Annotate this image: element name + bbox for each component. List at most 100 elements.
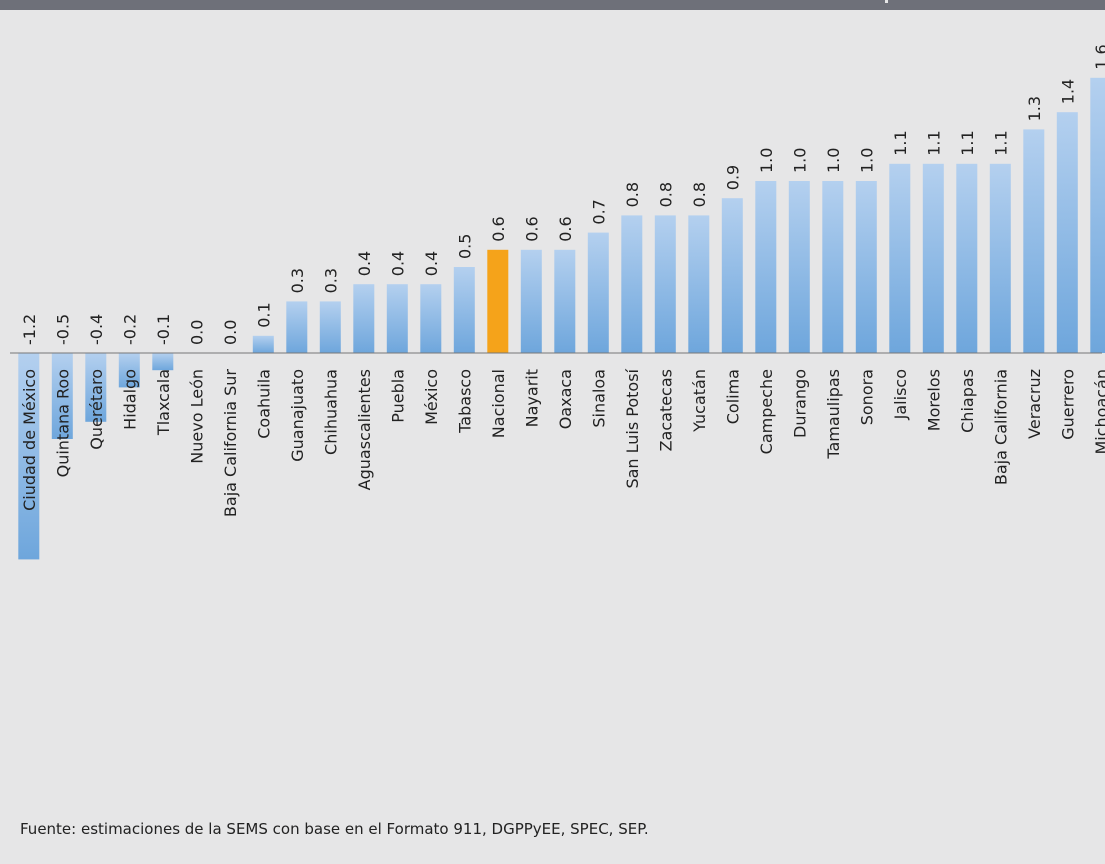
bar-chart: -1.2 -0.5 -0.4 -0.2 -0.1 0.0 0.0 0.1 0.3 0.3 0.4 0.… <box>10 44 1105 560</box>
bar-baja-california <box>989 163 1011 353</box>
category-label: Morelos <box>924 369 943 431</box>
value-label: 0.9 <box>723 165 742 190</box>
bar-aguascalientes <box>353 284 375 353</box>
value-label: 0.8 <box>690 182 709 207</box>
bar-veracruz <box>1023 129 1045 353</box>
bar-ciudad-de-méxico <box>18 353 40 560</box>
category-label: Campeche <box>757 369 776 454</box>
bar-colima <box>721 198 743 353</box>
value-label: 0.6 <box>522 216 541 241</box>
bar-puebla <box>386 284 408 353</box>
category-label: Nacional <box>489 369 508 438</box>
bar-hidalgo <box>118 353 140 388</box>
value-label: 0.8 <box>623 182 642 207</box>
value-label: 0.0 <box>221 320 240 345</box>
bar-guerrero <box>1056 112 1078 353</box>
bar-morelos <box>922 163 944 353</box>
category-label: Tlaxcala <box>154 369 173 436</box>
bar-nacional <box>487 249 509 353</box>
bar-jalisco <box>889 163 911 353</box>
bar-chiapas <box>956 163 978 353</box>
value-label: 0.6 <box>489 216 508 241</box>
bar-tabasco <box>453 267 475 353</box>
value-label: 0.5 <box>455 234 474 259</box>
bar-tlaxcala <box>152 353 174 371</box>
category-label: Nuevo León <box>187 369 206 464</box>
category-label: Quintana Roo <box>53 369 72 477</box>
value-label: 1.3 <box>1025 96 1044 121</box>
value-label: 1.0 <box>790 148 809 173</box>
bar-coahuila <box>252 335 274 353</box>
bar-sinaloa <box>587 232 609 353</box>
value-label: 0.0 <box>187 320 206 345</box>
category-label: Tabasco <box>455 369 474 434</box>
category-label: Aguascalientes <box>355 369 374 490</box>
value-label: 0.4 <box>355 251 374 276</box>
bar-san-luis-potosí <box>621 215 643 353</box>
value-label: 0.4 <box>422 251 441 276</box>
category-label: Sinaloa <box>589 369 608 428</box>
value-label: -0.2 <box>120 314 139 345</box>
bars-layer <box>18 77 1105 560</box>
category-label: Zacatecas <box>656 369 675 451</box>
value-label: 1.1 <box>991 130 1010 155</box>
bar-zacatecas <box>654 215 676 353</box>
bar-yucatán <box>688 215 710 353</box>
value-label: 1.6 <box>1092 44 1105 69</box>
category-label: Oaxaca <box>556 369 575 429</box>
category-label: Puebla <box>388 369 407 423</box>
category-label: México <box>422 369 441 425</box>
category-label: Baja California Sur <box>221 369 240 517</box>
value-label: 0.3 <box>288 268 307 293</box>
bar-tamaulipas <box>822 181 844 353</box>
value-label: 0.6 <box>556 216 575 241</box>
value-label: 1.0 <box>857 148 876 173</box>
category-label: Ciudad de México <box>20 369 39 511</box>
category-label: Chihuahua <box>321 369 340 455</box>
bar-sonora <box>855 181 877 353</box>
source-note: Fuente: estimaciones de la SEMS con base… <box>20 820 649 838</box>
bar-oaxaca <box>554 249 576 353</box>
value-label: -0.1 <box>154 314 173 345</box>
value-label: 1.0 <box>757 148 776 173</box>
bar-querétaro <box>85 353 107 422</box>
value-label: 1.4 <box>1058 79 1077 104</box>
value-label: 0.8 <box>656 182 675 207</box>
category-label: Veracruz <box>1025 369 1044 439</box>
category-label: Tamaulipas <box>824 369 843 460</box>
category-label: Guerrero <box>1058 369 1077 440</box>
value-label: 0.4 <box>388 251 407 276</box>
value-label: 0.7 <box>589 199 608 224</box>
value-label: -0.4 <box>87 314 106 345</box>
category-label: Yucatán <box>690 369 709 433</box>
bar-nayarit <box>520 249 542 353</box>
category-label: Coahuila <box>254 369 273 439</box>
category-label: Guanajuato <box>288 369 307 462</box>
category-label: Michoacán <box>1092 369 1105 455</box>
bar-durango <box>788 181 810 353</box>
bar-michoacán <box>1090 77 1105 354</box>
category-label: Chiapas <box>958 369 977 433</box>
bar-campeche <box>755 181 777 353</box>
category-label: Hidalgo <box>120 369 139 430</box>
category-label: Durango <box>790 369 809 438</box>
category-label: Colima <box>723 369 742 424</box>
bar-méxico <box>420 284 442 353</box>
category-label: Sonora <box>857 369 876 425</box>
value-label: -1.2 <box>20 314 39 345</box>
category-label: Jalisco <box>891 369 910 420</box>
value-label: 1.0 <box>824 148 843 173</box>
value-label: 0.1 <box>254 302 273 327</box>
header-band-notch <box>885 0 888 3</box>
bar-guanajuato <box>286 301 308 353</box>
category-label: Querétaro <box>87 369 106 450</box>
value-labels-layer: -1.2 -0.5 -0.4 -0.2 -0.1 0.0 0.0 0.1 0.3 0.3 0.4 0.… <box>20 44 1105 345</box>
bar-quintana-roo <box>51 353 73 439</box>
value-label: 1.1 <box>924 130 943 155</box>
bar-chihuahua <box>319 301 341 353</box>
category-labels-layer: Ciudad de México Quintana Roo Querétaro Hid… <box>20 368 1105 517</box>
value-label: -0.5 <box>53 314 72 345</box>
value-label: 0.3 <box>321 268 340 293</box>
value-label: 1.1 <box>891 130 910 155</box>
header-band <box>0 0 1105 10</box>
